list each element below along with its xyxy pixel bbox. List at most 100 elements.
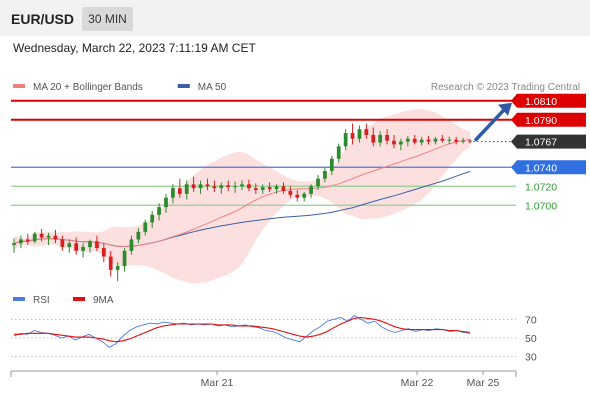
candle-body-4 xyxy=(39,233,44,238)
candle-body-6 xyxy=(53,235,58,240)
candle-body-23 xyxy=(171,188,175,198)
candle-body-57 xyxy=(405,138,410,142)
candle-body-43 xyxy=(309,186,313,194)
candle-body-26 xyxy=(191,184,196,189)
candle-body-61 xyxy=(433,138,438,142)
chart-datetime: Wednesday, March 22, 2023 7:11:19 AM CET xyxy=(13,41,256,55)
level-label-4: 1.0700 xyxy=(525,200,557,212)
candle-body-49 xyxy=(350,133,355,139)
candle-body-11 xyxy=(88,241,92,248)
candle-body-58 xyxy=(412,138,417,143)
timeframe-badge[interactable]: 30 MIN xyxy=(82,7,133,31)
candle-body-19 xyxy=(143,222,148,232)
candle-body-38 xyxy=(274,186,279,190)
top-bar: EUR/USD 30 MIN xyxy=(0,0,590,36)
candle-body-42 xyxy=(302,193,307,198)
candle-body-63 xyxy=(447,139,452,141)
candle-body-7 xyxy=(60,239,65,248)
level-label-pointer-0 xyxy=(511,93,517,108)
candle-body-51 xyxy=(364,129,369,135)
x-tick-label-0: Mar 21 xyxy=(201,377,234,389)
candle-body-30 xyxy=(219,185,224,189)
candle-body-21 xyxy=(157,207,161,215)
candle-body-10 xyxy=(81,247,85,251)
instrument-symbol: EUR/USD xyxy=(11,11,75,27)
candle-body-18 xyxy=(136,231,141,240)
candle-body-25 xyxy=(184,184,189,194)
level-label-pointer-2 xyxy=(511,160,517,175)
candle-body-36 xyxy=(260,187,265,191)
rsi-tick-0: 70 xyxy=(525,314,537,326)
candle-body-17 xyxy=(129,239,134,251)
candle-body-32 xyxy=(233,186,237,188)
candle-body-24 xyxy=(177,188,182,194)
rsi-legend-swatch-1 xyxy=(73,297,85,301)
candle-body-45 xyxy=(323,171,327,179)
rsi-legend-label-0: RSI xyxy=(33,295,50,306)
candle-body-47 xyxy=(336,146,341,159)
candle-body-66 xyxy=(468,140,472,142)
candle-body-9 xyxy=(74,243,79,251)
candle-body-54 xyxy=(385,134,389,141)
candle-body-5 xyxy=(46,235,51,238)
candle-body-41 xyxy=(295,194,300,198)
forecast-arrow-head xyxy=(498,102,512,116)
candle-body-31 xyxy=(226,185,231,188)
candle-body-33 xyxy=(240,184,244,187)
level-label-2: 1.0740 xyxy=(525,162,557,174)
candle-body-60 xyxy=(426,139,431,142)
candle-body-16 xyxy=(122,250,127,267)
rsi-series-1 xyxy=(14,316,471,343)
candle-body-14 xyxy=(108,256,113,270)
rsi-series-0 xyxy=(13,315,471,348)
candle-body-64 xyxy=(454,139,459,142)
candle-body-1 xyxy=(19,239,23,244)
rsi-legend-label-1: 9MA xyxy=(93,295,114,306)
candle-body-53 xyxy=(378,134,383,143)
level-label-pointer-1 xyxy=(511,112,517,127)
forecast-arrow-shaft xyxy=(474,106,508,142)
candle-body-40 xyxy=(288,191,293,195)
candle-body-59 xyxy=(419,139,424,143)
candle-body-0 xyxy=(12,243,16,246)
candle-body-56 xyxy=(399,141,403,145)
candle-body-12 xyxy=(95,241,99,248)
candle-body-65 xyxy=(461,140,465,142)
legend-label-0: MA 20 + Bollinger Bands xyxy=(33,82,143,93)
candle-body-22 xyxy=(164,197,168,208)
level-label-bg-1 xyxy=(517,112,586,127)
legend-swatch-0 xyxy=(13,84,25,88)
candle-body-28 xyxy=(205,184,210,187)
x-tick-label-2: Mar 25 xyxy=(467,377,500,389)
candle-body-62 xyxy=(440,138,445,141)
candle-body-15 xyxy=(115,266,120,270)
candle-body-48 xyxy=(343,133,348,147)
rsi-legend-swatch-0 xyxy=(13,297,25,301)
legend-swatch-1 xyxy=(177,84,190,88)
level-label-bg-2 xyxy=(517,160,586,175)
candle-body-34 xyxy=(247,184,251,189)
candle-body-35 xyxy=(253,188,258,191)
candle-body-8 xyxy=(67,243,72,248)
last-price-pointer xyxy=(511,134,517,149)
candle-body-2 xyxy=(25,239,30,242)
candle-body-55 xyxy=(392,140,396,145)
level-label-1: 1.0790 xyxy=(525,115,557,127)
rsi-tick-2: 30 xyxy=(525,352,537,364)
candle-body-3 xyxy=(32,233,37,242)
candle-body-39 xyxy=(281,186,286,191)
x-tick-label-1: Mar 22 xyxy=(401,377,434,389)
chart-credit: Research © 2023 Trading Central xyxy=(431,82,580,93)
candle-body-50 xyxy=(357,129,362,139)
level-label-0: 1.0810 xyxy=(525,96,557,108)
candle-body-29 xyxy=(212,186,217,189)
level-label-bg-0 xyxy=(517,93,586,108)
last-price-label: 1.0767 xyxy=(525,137,557,149)
candle-body-44 xyxy=(316,178,320,187)
candle-body-52 xyxy=(371,134,376,143)
candle-body-46 xyxy=(329,158,334,172)
last-price-bg xyxy=(517,134,586,149)
level-label-3: 1.0720 xyxy=(525,181,557,193)
candle-body-37 xyxy=(267,187,272,190)
